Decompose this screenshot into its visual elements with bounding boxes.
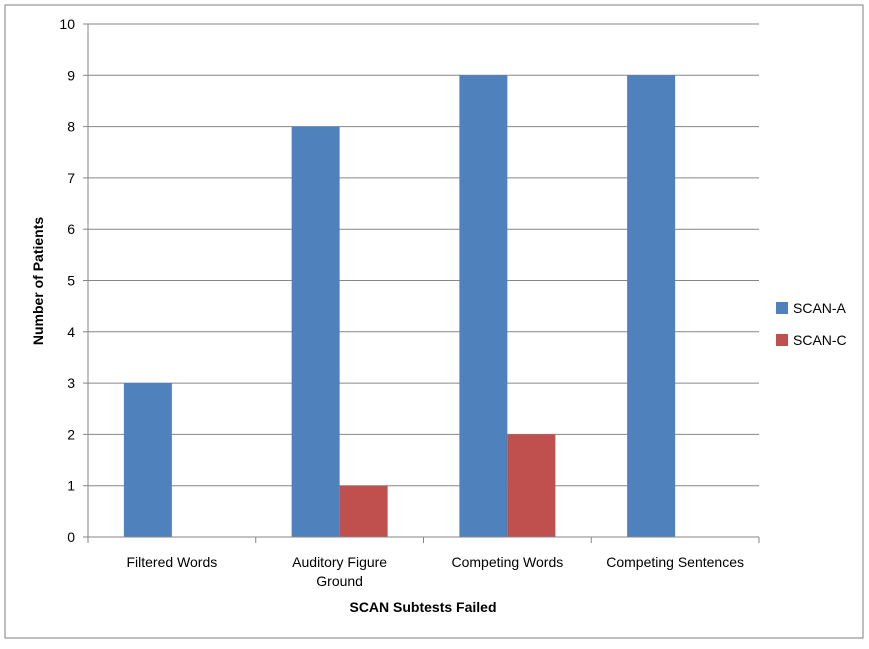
y-tick-label: 1	[67, 478, 75, 494]
legend-swatch-scan-a	[776, 302, 788, 314]
bar-scan-c	[507, 434, 556, 537]
x-tick-label: Filtered Words	[126, 554, 217, 570]
bar-scan-a	[123, 383, 172, 537]
y-tick-label: 3	[67, 375, 75, 391]
y-tick-label: 4	[67, 324, 75, 340]
x-tick-label: Competing Words	[451, 554, 563, 570]
legend: SCAN-A SCAN-C	[776, 300, 847, 348]
bar-scan-a	[291, 126, 340, 537]
legend-label: SCAN-C	[793, 332, 847, 348]
x-tick-label: Auditory Figure	[292, 554, 387, 570]
y-tick-label: 8	[67, 119, 75, 135]
x-tick-label: Ground	[316, 573, 363, 589]
gridlines	[88, 23, 759, 487]
y-tick-label: 9	[67, 67, 75, 83]
y-tick-label: 0	[67, 529, 75, 545]
chart-border	[4, 4, 864, 639]
y-tick-label: 6	[67, 221, 75, 237]
tick-labels: 0 1 2 3 4 5 6 7 8 9 10 Filtered Words Auditory Figur…	[59, 16, 744, 589]
y-tick-label: 7	[67, 170, 75, 186]
bar-scan-a	[627, 75, 676, 538]
x-tick-label: Competing Sentences	[606, 554, 744, 570]
x-axis-title: SCAN Subtests Failed	[349, 599, 496, 615]
axes	[83, 23, 760, 543]
bars	[123, 75, 676, 538]
y-axis-title: Number of Patients	[30, 217, 46, 346]
y-tick-label: 10	[59, 16, 75, 32]
legend-label: SCAN-A	[793, 300, 847, 316]
bar-scan-c	[339, 485, 388, 537]
y-tick-label: 2	[67, 426, 75, 442]
y-tick-label: 5	[67, 273, 75, 289]
legend-swatch-scan-c	[776, 334, 788, 346]
bar-scan-a	[459, 75, 508, 538]
